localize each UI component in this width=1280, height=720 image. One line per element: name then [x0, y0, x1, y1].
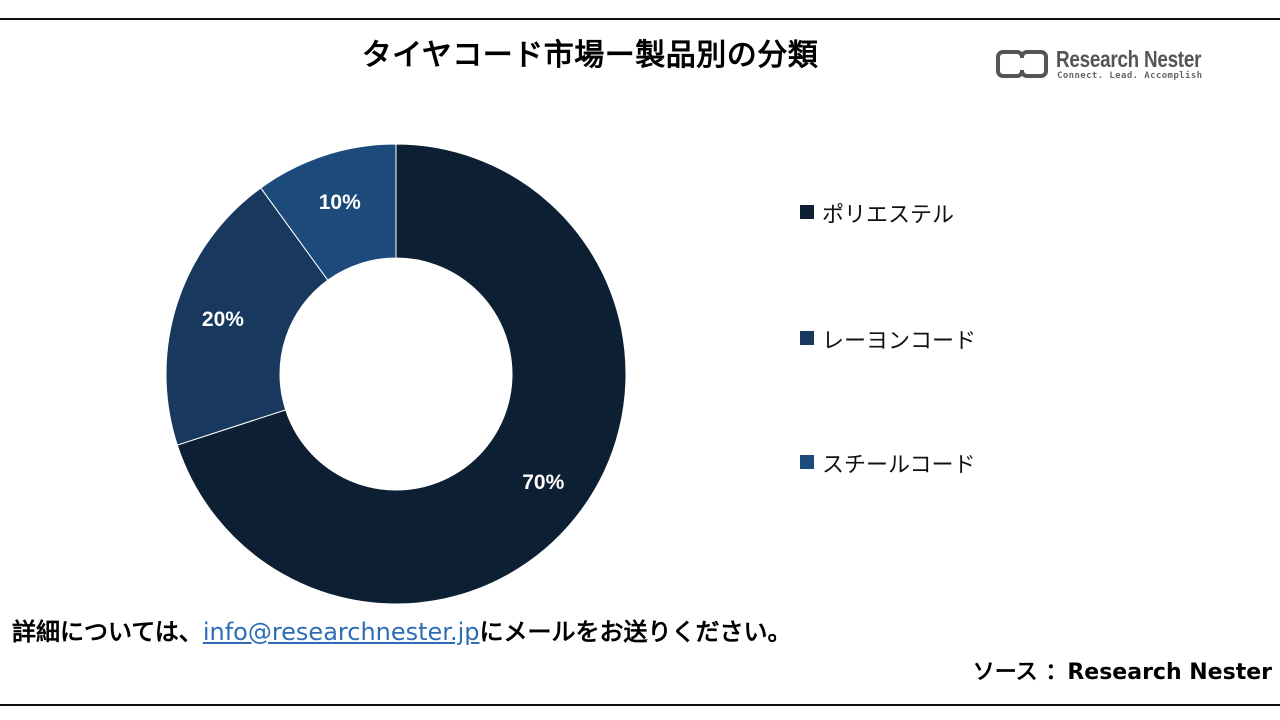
legend-swatch — [800, 455, 814, 469]
contact-note: 詳細については、info@researchnester.jpにメールをお送りくだ… — [12, 612, 792, 647]
contact-note-prefix: 詳細については、 — [12, 618, 203, 646]
donut-slice-2 — [165, 187, 329, 446]
slice-label-1: 70% — [522, 471, 564, 494]
logo-tagline: Connect. Lead. Accomplish — [1057, 71, 1203, 81]
legend-label: ポリエステル — [822, 203, 955, 228]
slice-label-3: 10% — [319, 191, 361, 214]
top-rule — [0, 18, 1280, 20]
page-title: タイヤコード市場ー製品別の分類 — [361, 38, 819, 73]
legend-label: レーヨンコード — [822, 329, 977, 354]
research-nester-logo: Research Nester Connect. Lead. Accomplis… — [996, 46, 1236, 86]
contact-note-suffix: にメールをお送りください。 — [479, 618, 792, 646]
email-link[interactable]: info@researchnester.jp — [202, 618, 480, 646]
donut-slice-1 — [176, 143, 627, 605]
bottom-rule — [0, 704, 1280, 706]
source-credit: ソース ：Research Nester — [972, 660, 1272, 685]
logo-name: Research Nester — [1056, 46, 1202, 72]
logo-mark-icon — [996, 50, 1048, 78]
legend-label: スチールコード — [822, 453, 976, 478]
legend-swatch — [800, 205, 814, 219]
donut-slice-3 — [260, 143, 397, 281]
legend-swatch — [800, 331, 814, 345]
slice-label-2: 20% — [202, 308, 244, 331]
